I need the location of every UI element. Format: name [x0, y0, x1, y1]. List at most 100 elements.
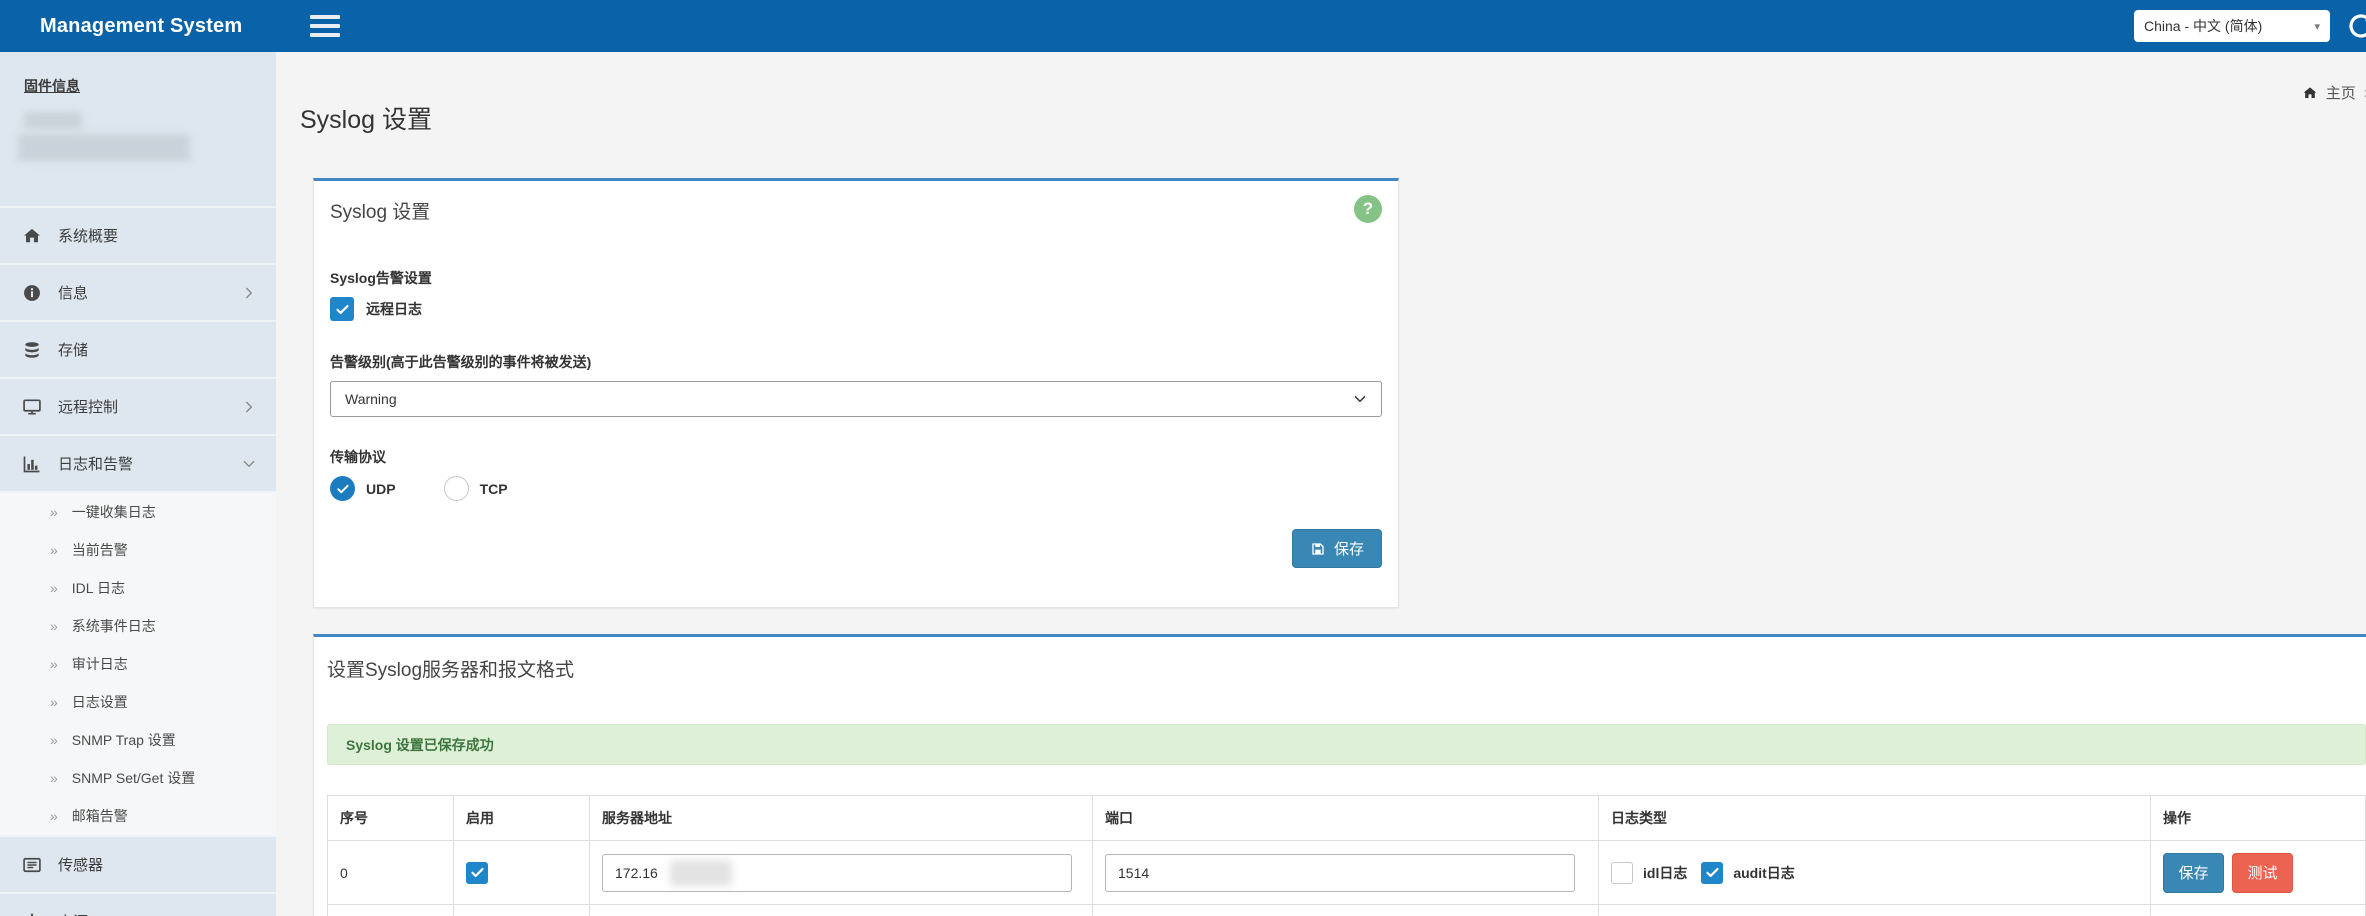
submenu-item-idl-log[interactable]: » IDL 日志 [50, 580, 125, 596]
breadcrumb-home-link[interactable]: 主页 [2325, 85, 2356, 102]
table-header-row: 序号 启用 服务器地址 端口 日志类型 操作 [327, 795, 2366, 841]
remote-log-label: 远程日志 [366, 301, 422, 317]
app-title: Management System [40, 14, 243, 37]
port-input[interactable] [1105, 853, 1575, 892]
sidebar-item-label: 远程控制 [58, 399, 119, 416]
udp-radio-label: UDP [366, 480, 396, 497]
submenu-marker-icon: » [50, 770, 58, 786]
submenu-marker-icon: » [50, 732, 58, 748]
row-index: 0 [327, 840, 454, 905]
col-header-port: 端口 [1092, 795, 1599, 841]
audit-log-checkbox[interactable] [1701, 861, 1724, 884]
sidebar-item-label: 信息 [58, 285, 89, 302]
breadcrumb: 主页 > [2302, 82, 2366, 103]
remote-control-icon [22, 397, 42, 417]
hamburger-menu-icon[interactable] [310, 15, 341, 37]
submenu-item-audit-log[interactable]: » 审计日志 [50, 656, 128, 672]
server-address-input[interactable] [602, 853, 1072, 892]
breadcrumb-separator: > [2364, 85, 2366, 101]
table-row: idl日志 audit日志 保存 测试 [327, 904, 2366, 916]
col-header-actions: 操作 [2150, 795, 2366, 841]
submenu-marker-icon: » [50, 694, 58, 710]
submenu-item-snmp-setget-settings[interactable]: » SNMP Set/Get 设置 [50, 770, 196, 786]
sidebar-item-system-overview[interactable]: 系统概要 [0, 208, 276, 265]
row-index [327, 904, 454, 916]
udp-radio[interactable] [330, 476, 355, 501]
sidebar-item-sensors[interactable]: 传感器 [0, 837, 276, 894]
submenu-marker-icon: » [50, 808, 58, 824]
submenu-marker-icon: » [50, 580, 58, 596]
language-select[interactable]: China - 中文 (简体) ▾ [2134, 10, 2330, 42]
firmware-info-section: 固件信息 [0, 52, 276, 208]
submenu-marker-icon: » [50, 656, 58, 672]
submenu-item-current-alerts[interactable]: » 当前告警 [50, 542, 128, 558]
col-header-enable: 启用 [453, 795, 590, 841]
tcp-radio-label: TCP [479, 480, 508, 497]
sidebar-item-storage[interactable]: 存储 [0, 322, 276, 379]
panel-title: Syslog 设置 [330, 202, 431, 223]
sidebar-item-label: 日志和告警 [58, 456, 134, 473]
syslog-alert-settings-label: Syslog告警设置 [330, 270, 432, 286]
syslog-server-panel: 设置Syslog服务器和报文格式 Syslog 设置已保存成功 序号 启用 服务… [313, 634, 2366, 916]
sidebar-item-label: 电源 [58, 911, 242, 916]
firmware-version-redacted [24, 112, 82, 129]
row-save-button[interactable]: 保存 [2163, 852, 2224, 893]
page-title: Syslog 设置 [300, 106, 432, 134]
tcp-radio[interactable] [443, 476, 469, 501]
success-alert: Syslog 设置已保存成功 [327, 724, 2366, 765]
home-icon [22, 226, 42, 246]
alert-level-selected-value: Warning [345, 391, 397, 407]
col-header-server-address: 服务器地址 [589, 795, 1093, 841]
sidebar-item-remote-control[interactable]: 远程控制 [0, 379, 276, 436]
sidebar-item-label: 存储 [58, 342, 89, 359]
submenu-item-snmp-trap-settings[interactable]: » SNMP Trap 设置 [50, 732, 176, 748]
success-message: Syslog 设置已保存成功 [346, 736, 494, 753]
idl-log-checkbox[interactable] [1611, 861, 1633, 884]
panel-header: Syslog 设置 ? [330, 181, 1382, 224]
submenu-marker-icon: » [50, 504, 58, 520]
help-icon[interactable]: ? [1354, 195, 1382, 223]
submenu-item-log-settings[interactable]: » 日志设置 [50, 694, 128, 710]
firmware-details-redacted [18, 134, 190, 161]
col-header-log-type: 日志类型 [1598, 795, 2151, 841]
chevron-down-icon: ▾ [2314, 20, 2320, 33]
sidebar-item-label: 系统概要 [58, 228, 119, 245]
sidebar-item-power[interactable]: 电源 [0, 894, 276, 916]
panel-title: 设置Syslog服务器和报文格式 [327, 660, 575, 681]
submenu-item-one-key-collect-logs[interactable]: » 一键收集日志 [50, 504, 156, 520]
info-icon [22, 283, 42, 303]
topbar: Management System China - 中文 (简体) ▾ [0, 0, 2366, 52]
syslog-settings-panel: Syslog 设置 ? Syslog告警设置 远程日志 告警级别(高于此告警级别… [313, 178, 1399, 608]
sensor-icon [22, 855, 42, 875]
main-content: Syslog 设置 主页 > Syslog 设置 ? Syslog告警设置 远程… [276, 52, 2366, 916]
chevron-right-icon [242, 400, 256, 414]
refresh-icon[interactable] [2346, 11, 2366, 41]
alert-level-label: 告警级别(高于此告警级别的事件将被发送) [330, 354, 592, 370]
home-icon [2302, 85, 2318, 101]
enable-checkbox[interactable] [466, 861, 488, 884]
submenu-item-mail-alert[interactable]: » 邮箱告警 [50, 808, 128, 824]
audit-log-label: audit日志 [1733, 864, 1795, 881]
language-selected-value: China - 中文 (简体) [2144, 18, 2263, 34]
transport-protocol-label: 传输协议 [330, 449, 386, 465]
sidebar-item-logs-and-alerts[interactable]: 日志和告警 [0, 436, 276, 493]
row-test-button[interactable]: 测试 [2232, 852, 2293, 893]
chevron-right-icon [242, 286, 256, 300]
alert-level-select[interactable]: Warning [330, 381, 1382, 417]
firmware-info-title: 固件信息 [24, 78, 80, 94]
logs-alerts-icon [22, 454, 42, 474]
save-button-label: 保存 [1333, 541, 1364, 558]
sidebar-item-information[interactable]: 信息 [0, 265, 276, 322]
save-button[interactable]: 保存 [1291, 529, 1382, 568]
submenu-item-system-event-log[interactable]: » 系统事件日志 [50, 618, 156, 634]
chevron-down-icon [242, 457, 256, 471]
logs-alerts-submenu: » 一键收集日志 » 当前告警 » IDL 日志 » 系统事件日志 » 审计日志… [0, 493, 276, 837]
submenu-marker-icon: » [50, 542, 58, 558]
remote-log-checkbox[interactable] [330, 297, 354, 321]
chevron-down-icon [1353, 392, 1367, 406]
power-icon [22, 912, 42, 916]
submenu-marker-icon: » [50, 618, 58, 634]
col-header-index: 序号 [327, 795, 454, 841]
sidebar-item-label: 传感器 [58, 857, 104, 874]
